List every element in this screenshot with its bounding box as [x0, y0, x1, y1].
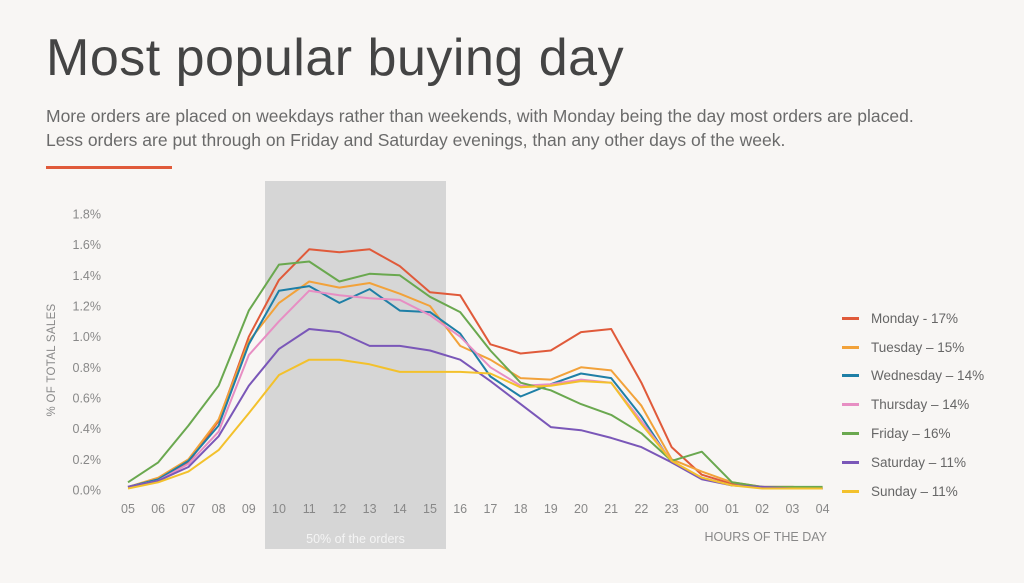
legend-swatch — [842, 460, 859, 464]
x-tick-label: 02 — [755, 502, 769, 516]
legend-item: Tuesday – 15% — [842, 333, 984, 362]
legend-label: Monday - 17% — [871, 310, 959, 326]
series-line-tuesday — [127, 280, 823, 490]
y-tick-label: 1.8% — [73, 208, 102, 222]
y-tick-label: 1.6% — [73, 238, 102, 252]
legend-swatch — [842, 432, 859, 436]
x-tick-label: 19 — [544, 502, 558, 516]
y-tick-label: 1.0% — [73, 330, 102, 344]
x-tick-label: 05 — [121, 502, 135, 516]
x-tick-label: 21 — [604, 502, 618, 516]
x-tick-label: 16 — [453, 502, 467, 516]
legend-item: Friday – 16% — [842, 419, 984, 448]
y-tick-label: 0.2% — [73, 453, 102, 467]
x-tick-label: 04 — [816, 502, 830, 516]
series-line-wednesday — [127, 285, 823, 490]
highlight-label: 50% of the orders — [306, 532, 405, 546]
x-tick-label: 22 — [634, 502, 648, 516]
x-tick-label: 01 — [725, 502, 739, 516]
legend-label: Tuesday – 15% — [871, 339, 965, 355]
x-tick-label: 07 — [181, 502, 195, 516]
legend-swatch — [842, 403, 859, 407]
y-tick-label: 1.4% — [73, 269, 102, 283]
page-subtitle: More orders are placed on weekdays rathe… — [46, 106, 914, 150]
legend-swatch — [842, 316, 859, 320]
x-tick-label: 13 — [363, 502, 377, 516]
y-tick-label: 0.4% — [73, 422, 102, 436]
y-tick-label: 0.6% — [73, 392, 102, 406]
x-tick-label: 00 — [695, 502, 709, 516]
x-tick-label: 17 — [483, 502, 497, 516]
legend-item: Sunday – 11% — [842, 477, 984, 506]
legend-label: Friday – 16% — [871, 426, 951, 442]
series-line-monday — [127, 248, 823, 490]
legend-label: Sunday – 11% — [871, 483, 958, 499]
x-tick-label: 20 — [574, 502, 588, 516]
legend-label: Thursday – 14% — [871, 397, 970, 413]
y-tick-label: 0.0% — [73, 484, 102, 498]
x-tick-label: 12 — [332, 502, 346, 516]
x-tick-label: 08 — [212, 502, 226, 516]
x-tick-label: 14 — [393, 502, 407, 516]
chart-legend: Monday - 17% Tuesday – 15% Wednesday – 14%… — [842, 304, 984, 506]
x-tick-label: 11 — [303, 502, 316, 516]
x-tick-label: 10 — [272, 502, 286, 516]
series-line-friday — [127, 260, 823, 488]
y-tick-label: 0.8% — [73, 361, 102, 375]
legend-swatch — [842, 374, 859, 378]
page-title: Most popular buying day — [46, 29, 625, 87]
y-tick-label: 1.2% — [73, 300, 102, 314]
legend-item: Wednesday – 14% — [842, 362, 984, 391]
legend-item: Saturday – 11% — [842, 448, 984, 477]
series-line-saturday — [127, 328, 823, 490]
y-axis-label: % OF TOTAL SALES — [46, 303, 58, 416]
x-tick-label: 23 — [665, 502, 679, 516]
highlight-band — [265, 181, 446, 549]
x-tick-label: 06 — [151, 502, 165, 516]
x-tick-label: 15 — [423, 502, 437, 516]
legend-item: Monday - 17% — [842, 304, 984, 333]
x-tick-label: 09 — [242, 502, 256, 516]
x-tick-label: 18 — [514, 502, 528, 516]
legend-item: Thursday – 14% — [842, 390, 984, 419]
legend-label: Wednesday – 14% — [871, 368, 985, 384]
x-axis-label: HOURS OF THE DAY — [705, 530, 828, 544]
series-line-sunday — [127, 358, 823, 490]
legend-label: Saturday – 11% — [871, 454, 967, 470]
x-tick-label: 03 — [785, 502, 799, 516]
legend-swatch — [842, 345, 859, 349]
legend-swatch — [842, 489, 859, 493]
accent-divider — [46, 166, 172, 169]
